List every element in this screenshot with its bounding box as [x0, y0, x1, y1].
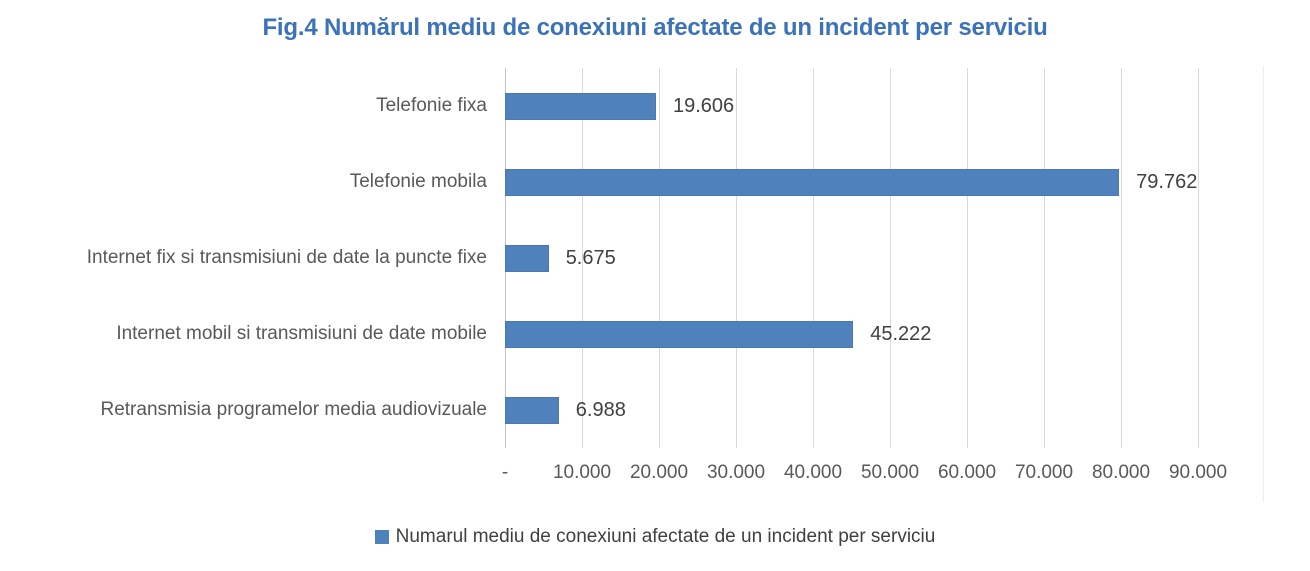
x-tick-label: 80.000: [1091, 462, 1151, 483]
bar: [505, 168, 1120, 196]
x-tick-label: 50.000: [860, 462, 920, 483]
x-tick-label: 30.000: [706, 462, 766, 483]
category-label: Retransmisia programelor media audiovizu…: [100, 399, 487, 420]
gridline: [813, 68, 814, 448]
value-label: 6.988: [575, 398, 626, 421]
legend: Numarul mediu de conexiuni afectate de u…: [0, 526, 1310, 548]
plot-right-border: [1263, 66, 1264, 502]
gridline: [1198, 68, 1199, 448]
x-tick-label: 40.000: [783, 462, 843, 483]
gridline: [1121, 68, 1122, 448]
x-tick-label: 10.000: [552, 462, 612, 483]
category-label: Telefonie mobila: [349, 171, 487, 192]
bar: [505, 320, 854, 348]
x-tick-label: 70.000: [1014, 462, 1074, 483]
value-label: 79.762: [1136, 170, 1198, 193]
x-tick-label: 60.000: [937, 462, 997, 483]
legend-swatch-icon: [374, 530, 389, 544]
bar: [505, 244, 549, 272]
x-tick-label: 90.000: [1168, 462, 1228, 483]
gridline: [890, 68, 891, 448]
category-label: Internet fix si transmisiuni de date la …: [86, 247, 487, 268]
bar: [505, 92, 656, 120]
category-label: Telefonie fixa: [376, 95, 487, 116]
gridline: [1044, 68, 1045, 448]
gridline: [736, 68, 737, 448]
chart-title: Fig.4 Numărul mediu de conexiuni afectat…: [262, 14, 1048, 41]
category-label: Internet mobil si transmisiuni de date m…: [116, 323, 487, 344]
gridline: [967, 68, 968, 448]
value-label: 19.606: [672, 94, 735, 117]
gridline: [582, 68, 583, 448]
legend-label: Numarul mediu de conexiuni afectate de u…: [395, 526, 936, 547]
value-label: 45.222: [870, 322, 932, 345]
bar: [505, 396, 559, 424]
gridline: [659, 68, 660, 448]
x-tick-label: -: [501, 462, 509, 483]
x-tick-label: 20.000: [629, 462, 689, 483]
value-label: 5.675: [565, 246, 616, 269]
